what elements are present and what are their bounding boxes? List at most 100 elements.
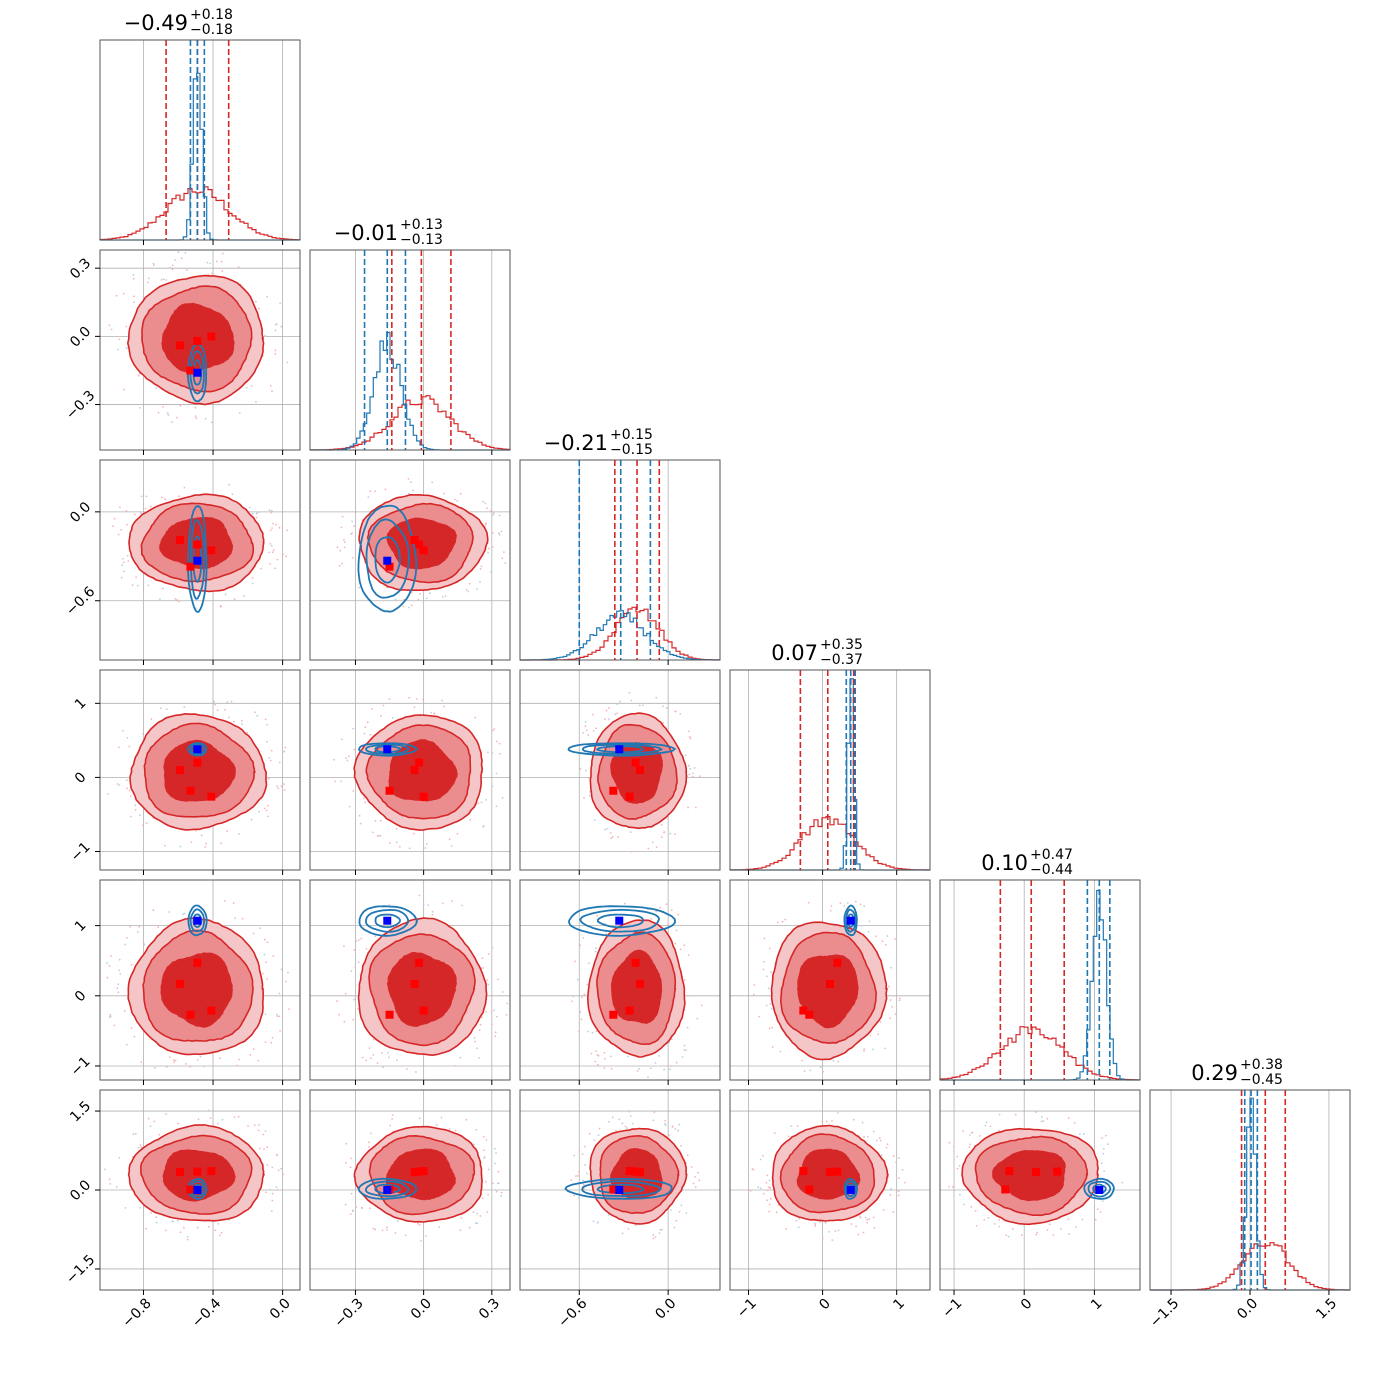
sample-point [1046, 1229, 1049, 1231]
sample-point [258, 307, 260, 310]
truth-marker-blue [846, 916, 855, 925]
sample-point [269, 529, 272, 532]
sample-point [171, 268, 174, 271]
sample-point [680, 1204, 683, 1207]
contour-b-level-1 [189, 908, 205, 933]
sample-point [581, 1153, 584, 1155]
sample-point [406, 1068, 408, 1070]
sample-point [344, 541, 346, 544]
sample-point [133, 295, 136, 298]
sample-point [194, 406, 197, 409]
sample-point [675, 1219, 678, 1222]
truth-marker-red [609, 1010, 618, 1019]
sample-point [616, 703, 619, 705]
sample-point [1079, 1133, 1081, 1135]
sample-point [147, 584, 150, 587]
sample-point [255, 516, 258, 519]
sample-point [234, 917, 237, 920]
sample-point [762, 968, 765, 971]
sample-point [878, 1137, 881, 1140]
sample-point [491, 752, 494, 754]
sample-point [263, 807, 266, 810]
sample-point [771, 1026, 773, 1029]
sample-point [398, 845, 401, 848]
sample-point [380, 714, 382, 717]
sample-point [176, 599, 178, 601]
sample-point [251, 512, 254, 515]
sample-point [610, 1067, 613, 1070]
sample-point [829, 909, 832, 912]
sample-point [495, 805, 498, 808]
sample-point [270, 749, 273, 752]
sample-point [607, 1214, 610, 1216]
sample-point [651, 841, 654, 844]
sample-point [787, 1135, 790, 1138]
contour-a-inner [386, 951, 457, 1027]
sample-point [482, 500, 485, 503]
sample-point [828, 1230, 830, 1233]
sample-point [631, 1122, 634, 1125]
sample-point [110, 955, 112, 957]
sample-point [241, 719, 243, 722]
sample-point [177, 251, 180, 254]
sample-point [135, 576, 138, 579]
sample-point [579, 1011, 582, 1013]
sample-point [577, 1030, 580, 1033]
sample-point [351, 1209, 354, 1212]
sample-point [138, 373, 141, 375]
sample-point [487, 551, 489, 554]
sample-point [884, 1047, 887, 1050]
sample-point [355, 510, 358, 513]
sample-point [460, 1217, 463, 1219]
sample-point [483, 825, 485, 827]
sample-point [137, 374, 140, 377]
sample-point [668, 1134, 670, 1136]
sample-point [382, 1066, 384, 1069]
sample-point [638, 704, 641, 707]
sample-point [204, 846, 207, 848]
sample-point [371, 708, 373, 710]
hist-series-b [100, 72, 300, 241]
truth-marker-red [207, 1006, 216, 1015]
sample-point [352, 727, 355, 730]
sample-point [846, 902, 849, 904]
sample-point [395, 828, 398, 830]
sample-point [364, 801, 366, 804]
sample-point [256, 512, 259, 515]
sample-point [776, 921, 779, 924]
sample-point [662, 722, 665, 724]
sample-point [118, 746, 120, 749]
sample-point [586, 983, 588, 986]
sample-point [263, 953, 266, 956]
sample-point [819, 1221, 821, 1223]
truth-marker-red [609, 1185, 618, 1194]
sample-point [661, 1228, 663, 1231]
sample-point [363, 732, 366, 735]
sample-point [220, 260, 223, 263]
sample-point [271, 1166, 274, 1169]
sample-point [272, 955, 275, 957]
sample-point [250, 818, 253, 821]
sample-point [118, 1157, 121, 1159]
truth-marker-red [410, 979, 419, 988]
truth-marker-red [805, 1185, 814, 1194]
truth-marker-blue [846, 1186, 855, 1194]
sample-point [472, 1211, 475, 1214]
sample-point [274, 349, 277, 352]
sample-point [671, 1125, 674, 1128]
sample-point [108, 965, 111, 967]
contour-panel-0-5: −1.5 0.0 1.5 −0.8 −0.4 0.0 [63, 1089, 301, 1331]
sample-point [220, 1232, 223, 1234]
sample-point [956, 1155, 959, 1158]
sample-point [430, 711, 432, 714]
truth-marker-blue [383, 556, 392, 565]
sample-point [224, 900, 226, 902]
sample-point [186, 1238, 189, 1241]
sample-point [892, 1211, 895, 1213]
sample-point [125, 510, 128, 512]
sample-point [389, 1124, 392, 1127]
sample-point [264, 1013, 267, 1016]
sample-point [162, 587, 164, 590]
x-tick-label: −1.5 [1147, 1296, 1182, 1331]
sample-point [186, 1236, 189, 1238]
